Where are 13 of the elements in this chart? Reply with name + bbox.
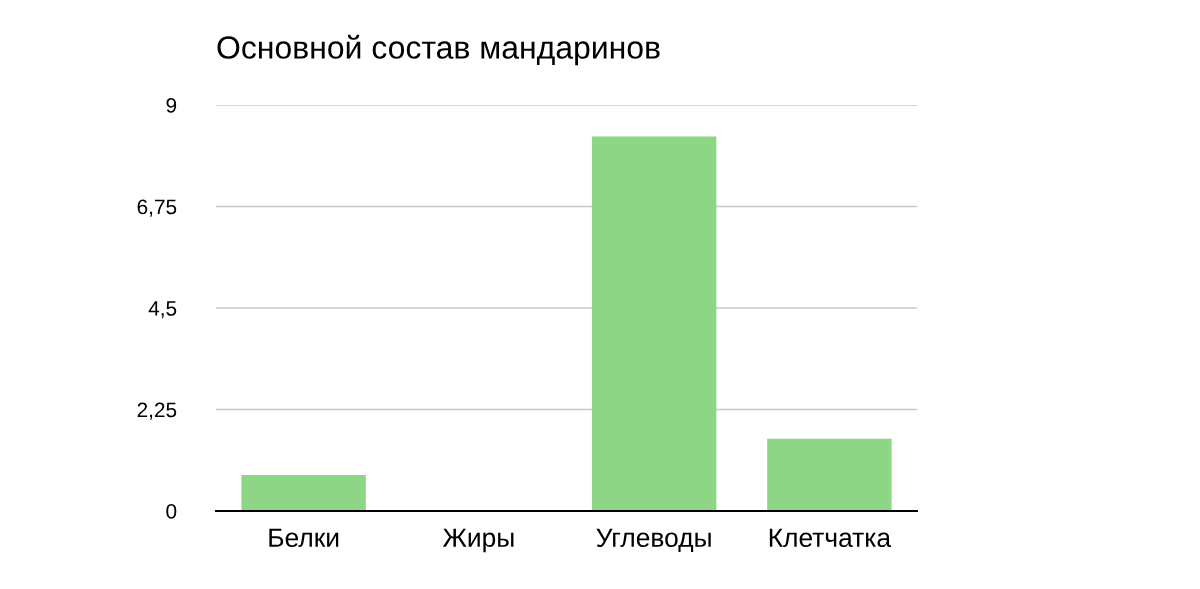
- bar: [591, 136, 717, 511]
- y-tick-label: 4,5: [148, 301, 177, 319]
- y-tick-label: 9: [166, 98, 177, 113]
- y-tick-label: 0: [166, 504, 177, 519]
- x-tick-label: Углеводы: [596, 528, 711, 553]
- y-tick-label: 6,75: [137, 199, 177, 217]
- x-tick-label: Жиры: [442, 528, 514, 553]
- chart-title: Основной состав мандаринов: [217, 34, 660, 66]
- x-tick-label: Белки: [269, 528, 339, 548]
- bar: [241, 474, 366, 511]
- x-tick-label: Клетчатка: [769, 528, 892, 548]
- y-tick-label: 2,25: [137, 402, 177, 420]
- bar: [767, 438, 892, 511]
